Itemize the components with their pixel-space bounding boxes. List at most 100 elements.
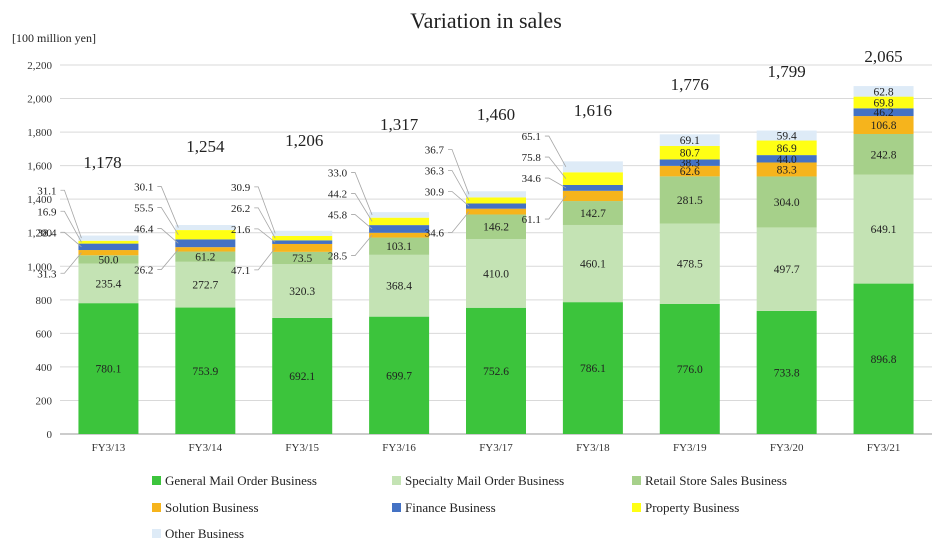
bar-segment	[756, 155, 817, 163]
data-label: 46.4	[134, 224, 154, 236]
data-label: 61.1	[522, 214, 541, 226]
bar-segment	[756, 227, 817, 311]
total-label: 1,460	[477, 105, 515, 124]
callout-line	[448, 191, 470, 207]
data-label: 36.7	[425, 144, 445, 156]
data-label: 30.1	[134, 182, 153, 194]
bar-segment	[659, 303, 720, 434]
bar-segment	[466, 197, 526, 204]
total-label: 1,776	[671, 75, 709, 94]
legend-label: Solution Business	[165, 500, 259, 515]
data-label: 733.8	[774, 367, 800, 379]
callout-line	[254, 228, 276, 243]
x-tick-label: FY3/18	[576, 442, 610, 454]
bar-segment	[78, 255, 139, 264]
bar-segment	[369, 254, 430, 317]
bar-segment	[562, 172, 623, 185]
data-label: 410.0	[483, 268, 509, 280]
bar-segment	[659, 176, 720, 224]
callout-line	[448, 211, 470, 233]
data-label: 55.5	[134, 203, 154, 215]
data-label: 21.6	[231, 224, 251, 236]
bar-segment	[175, 230, 236, 240]
callout-line	[448, 149, 470, 195]
bar-segment	[175, 261, 236, 308]
bar-segment	[369, 316, 430, 434]
chart-title: Variation in sales	[410, 8, 562, 33]
data-label: 28.5	[328, 251, 348, 263]
data-label: 752.6	[483, 366, 509, 378]
callout-line	[544, 135, 567, 168]
legend: General Mail Order Business Specialty Mai…	[152, 473, 787, 541]
callout-line	[351, 234, 373, 256]
bar-segment	[853, 96, 914, 109]
bar-segment	[466, 214, 526, 240]
bar-segment	[562, 161, 623, 173]
callout-line	[60, 231, 82, 248]
callout-line	[544, 177, 567, 189]
x-axis: FY3/13 FY3/14 FY3/15 FY3/16 FY3/17 FY3/18 FY3/…	[92, 442, 901, 454]
total-label: 1,254	[186, 137, 225, 156]
callout-line	[157, 207, 179, 235]
y-tick-label: 0	[47, 429, 53, 441]
data-label: 692.1	[289, 371, 315, 383]
bar-segment	[78, 250, 139, 256]
legend-swatch	[152, 476, 161, 485]
bar-segment	[466, 203, 526, 209]
bar-segment	[853, 174, 914, 284]
data-label: 242.8	[871, 149, 897, 161]
bar-segment	[272, 243, 333, 252]
data-label: 460.1	[580, 259, 606, 271]
legend-swatch	[392, 503, 401, 512]
data-label: 80.7	[680, 148, 700, 160]
bar-segment	[659, 159, 720, 166]
data-label: 497.7	[774, 264, 800, 276]
legend-label: Property Business	[645, 500, 739, 515]
data-label: 65.1	[522, 131, 541, 143]
data-label: 38.3	[680, 158, 700, 170]
data-label: 62.8	[873, 86, 893, 98]
total-labels: 1,178 1,254 1,206 1,317 1,460 1,616 1,776 1,799…	[83, 47, 902, 172]
data-label: 30.9	[425, 186, 445, 198]
bar-segment	[369, 225, 430, 233]
data-label: 753.9	[192, 366, 218, 378]
data-label: 368.4	[386, 281, 412, 293]
legend-swatch	[632, 476, 641, 485]
data-label: 50.0	[98, 254, 118, 266]
legend-label: Specialty Mail Order Business	[405, 473, 564, 488]
data-label: 103.1	[386, 241, 412, 253]
data-label: 34.6	[425, 227, 445, 239]
legend-swatch	[152, 503, 161, 512]
callout-line	[351, 193, 373, 222]
data-label: 30.9	[231, 182, 251, 194]
y-tick-label: 800	[36, 295, 53, 307]
bar-segment	[562, 184, 623, 191]
bar-segment	[756, 310, 817, 434]
bar-segment	[562, 190, 623, 202]
callout-line	[448, 170, 470, 201]
legend-swatch	[392, 476, 401, 485]
total-label: 1,317	[380, 115, 419, 134]
y-tick-label: 2,200	[27, 60, 52, 72]
data-label: 26.2	[134, 265, 153, 277]
bar-segment	[756, 130, 817, 141]
data-label: 83.3	[777, 164, 797, 176]
bar-segment	[756, 140, 817, 156]
data-label: 47.1	[231, 265, 250, 277]
callout-line	[351, 172, 373, 216]
bar-segment	[78, 303, 139, 434]
bar-segment	[853, 108, 914, 117]
bar-segment	[272, 264, 333, 318]
callout-line	[60, 189, 82, 239]
data-label: 45.8	[328, 210, 348, 222]
y-tick-label: 400	[36, 362, 53, 374]
bar-segment	[369, 217, 430, 226]
data-label: 44.0	[777, 154, 797, 166]
data-label: 304.0	[774, 197, 800, 209]
bar-segment	[175, 225, 236, 231]
y-axis: 0 200 400 600 800 1,000 1,200 1,400 1,600 1,800 2,…	[27, 60, 52, 441]
callout-line	[254, 186, 276, 234]
data-label: 31.3	[37, 268, 57, 280]
unit-label: [100 million yen]	[12, 31, 96, 45]
